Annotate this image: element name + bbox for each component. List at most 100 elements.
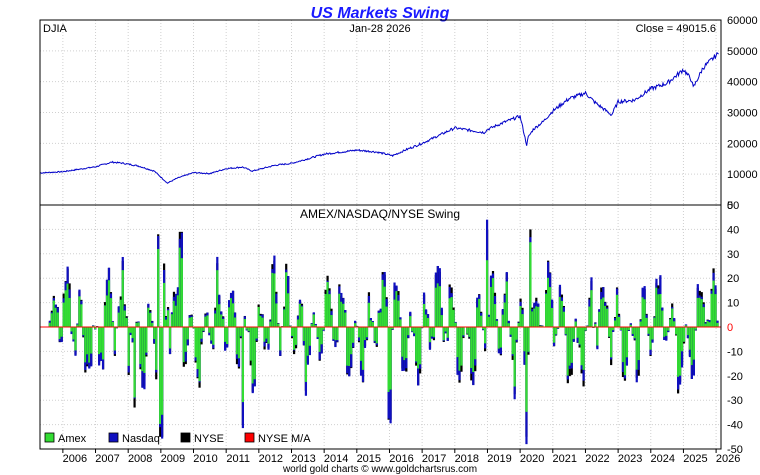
amex-bar — [212, 327, 215, 345]
amex-bar — [598, 311, 601, 327]
y-tick-label: 10 — [727, 298, 739, 310]
amex-bar — [533, 308, 536, 327]
amex-bar — [68, 297, 71, 327]
amex-bar — [273, 273, 276, 327]
amex-bar — [651, 327, 654, 340]
amex-bar — [485, 260, 489, 327]
amex-bar — [292, 327, 296, 350]
y-tick-label: 60000 — [727, 15, 758, 27]
amex-bar — [419, 327, 422, 365]
amex-bar — [509, 327, 512, 335]
amex-bar — [184, 327, 187, 352]
x-axis: 2006 2007 2008 2009 2010 2011 2012 2013 2014 2015… — [62, 449, 740, 465]
x-tick-label: 2014 — [324, 453, 348, 465]
amex-bar — [255, 327, 258, 339]
amex-bar — [109, 298, 113, 327]
amex-bar — [94, 327, 97, 330]
amex-bar — [131, 327, 134, 339]
amex-bar — [517, 323, 520, 327]
amex-bar — [50, 313, 53, 327]
amex-bar — [513, 327, 516, 387]
amex-bar — [619, 327, 623, 331]
amex-bar — [537, 306, 540, 327]
x-tick-label: 2022 — [585, 453, 609, 465]
amex-bar — [566, 327, 569, 376]
amex-bar — [143, 327, 146, 373]
amex-bar — [66, 283, 69, 327]
amex-bar — [328, 294, 331, 327]
amex-bar — [657, 294, 660, 327]
amex-bar — [151, 322, 154, 327]
amex-bar — [710, 293, 713, 327]
date-label: Jan-28 2026 — [349, 23, 410, 35]
amex-bar — [283, 309, 286, 327]
amex-bar — [269, 321, 272, 327]
x-tick-label: 2017 — [422, 453, 446, 465]
amex-bar — [373, 327, 376, 341]
amex-bar — [580, 327, 583, 366]
amex-bar — [686, 327, 690, 336]
amex-bar — [667, 327, 670, 331]
legend-label: NYSE — [194, 433, 224, 445]
amex-bar — [590, 290, 593, 327]
amex-bar — [308, 327, 311, 346]
y-tick-label: 40 — [727, 224, 739, 236]
amex-bar — [340, 301, 343, 327]
amex-bar — [249, 327, 252, 361]
amex-bar — [357, 327, 361, 338]
amex-bar — [639, 321, 642, 327]
amex-bar — [661, 310, 664, 327]
amex-bar — [507, 323, 510, 327]
y-tick-label: -30 — [727, 395, 743, 407]
amex-bar — [635, 327, 638, 370]
amex-bar — [462, 327, 465, 336]
amex-bar — [613, 320, 617, 327]
y-tick-label: 0 — [727, 200, 733, 212]
amex-bar — [78, 296, 81, 327]
x-tick-label: 2025 — [683, 453, 707, 465]
amex-bar — [80, 304, 83, 327]
amex-bar — [665, 327, 668, 336]
amex-bar — [594, 323, 597, 327]
amex-bar — [103, 305, 107, 327]
amex-bar — [690, 327, 693, 366]
amex-bar — [350, 327, 353, 355]
amex-bar — [239, 327, 243, 337]
amex-bar — [415, 327, 418, 362]
amex-bar — [200, 327, 203, 339]
amex-bar — [202, 327, 205, 331]
amex-bar — [671, 308, 674, 327]
amex-bar — [164, 319, 168, 327]
amex-bar — [503, 302, 506, 327]
amex-bar — [306, 327, 309, 356]
amex-bar — [383, 286, 386, 327]
amex-bar — [176, 295, 180, 327]
amex-bar — [617, 316, 621, 327]
amex-bar — [228, 307, 231, 327]
amex-bar — [58, 327, 61, 340]
legend-label: Nasdaq — [122, 433, 160, 445]
x-tick-label: 2010 — [193, 453, 217, 465]
amex-bar — [641, 297, 644, 327]
amex-bar — [694, 327, 697, 330]
amex-bar — [208, 327, 211, 333]
amex-bar — [637, 327, 640, 361]
amex-bar — [627, 327, 630, 330]
amex-bar — [141, 327, 144, 372]
amex-bar — [521, 314, 524, 327]
amex-bar — [139, 327, 142, 364]
amex-bar — [174, 305, 178, 327]
amex-bar — [700, 299, 703, 327]
amex-bar — [608, 327, 611, 337]
legend-swatch — [244, 432, 255, 443]
amex-bar — [393, 299, 396, 327]
amex-bar — [604, 305, 607, 327]
amex-bar — [62, 302, 65, 327]
amex-bar — [163, 282, 166, 327]
amex-bar — [527, 327, 530, 352]
y-tick-label: 20000 — [727, 138, 758, 150]
amex-bar — [354, 323, 357, 327]
amex-bar — [493, 304, 497, 327]
amex-bar — [466, 327, 469, 334]
amex-bar — [673, 321, 676, 327]
